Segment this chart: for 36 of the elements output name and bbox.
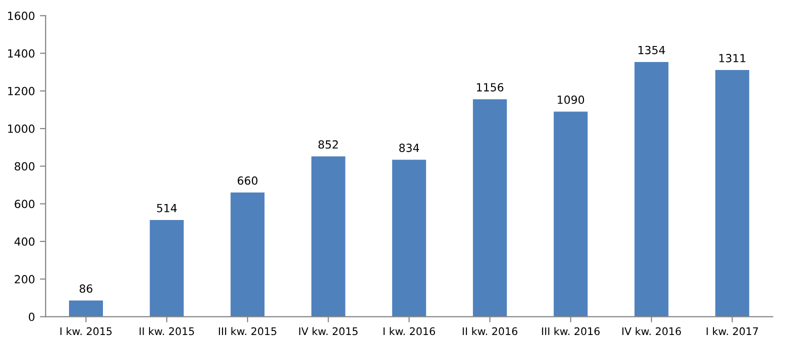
data-label: 660 [238,176,258,185]
data-label: 852 [318,140,338,149]
x-tick-label: II kw. 2015 [140,327,194,336]
bar [230,192,265,317]
x-tick-label: I kw. 2017 [706,327,758,336]
y-tick-label: 800 [14,162,34,171]
bar [715,70,750,317]
y-tick-label: 0 [28,312,34,322]
data-label: 514 [157,204,177,212]
y-tick-label: 1400 [8,49,34,58]
x-tick-label: III kw. 2016 [542,327,600,336]
bar [392,160,426,317]
x-tick-label: II kw. 2016 [462,327,518,336]
y-tick-label: 1000 [8,124,34,133]
bar [472,99,507,317]
x-tick-label: III kw. 2015 [218,327,276,336]
data-label: 86 [80,284,92,293]
x-tick-label: I kw. 2015 [60,327,112,336]
data-label: 1354 [638,46,665,54]
bar [311,156,346,317]
y-tick-label: 1200 [8,86,34,96]
x-tick-label: IV kw. 2016 [622,327,681,336]
x-tick-label: IV kw. 2015 [299,327,358,336]
y-tick-label: 600 [14,200,34,208]
bar [150,220,184,317]
data-label: 1156 [476,83,504,92]
data-label: 1311 [719,54,746,62]
data-label: 1090 [558,95,584,104]
bar [69,300,103,317]
y-tick-label: 400 [14,237,34,246]
y-tick-label: 200 [14,275,34,284]
bar [634,62,668,317]
x-tick-label: I kw. 2016 [384,327,436,336]
y-tick-label: 1600 [8,12,34,20]
data-label: 834 [399,144,420,152]
bar [554,112,588,317]
